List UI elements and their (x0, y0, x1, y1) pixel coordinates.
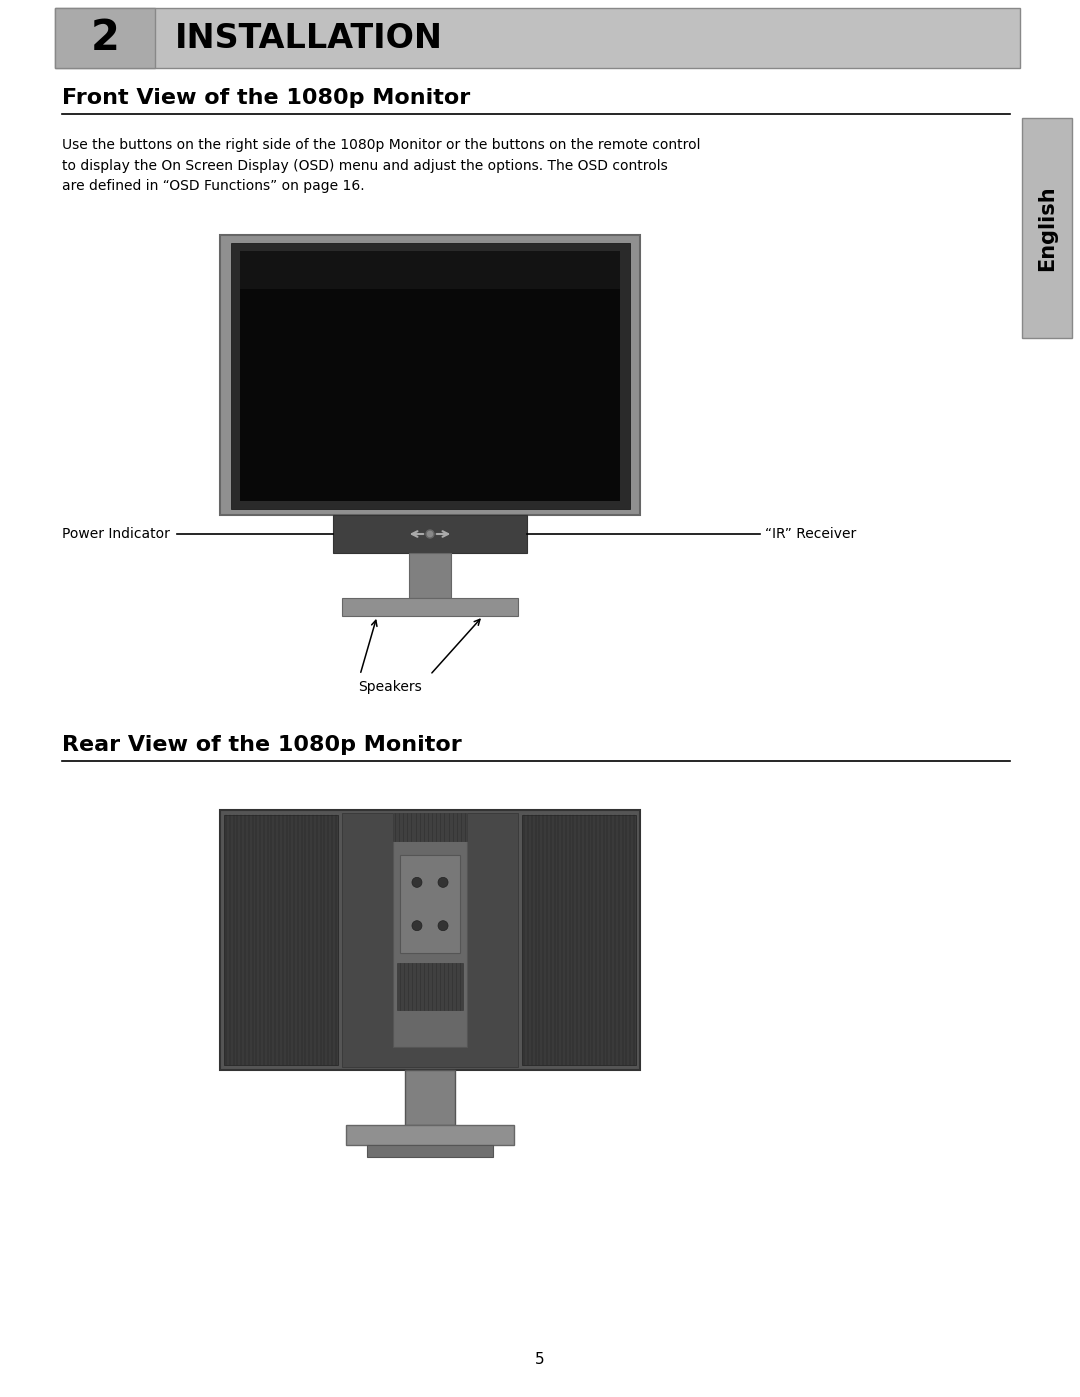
Bar (55, 8, 156, 68)
Bar (409, 553, 451, 598)
Bar (225, 816, 338, 1065)
Text: Rear View of the 1080p Monitor: Rear View of the 1080p Monitor (62, 735, 462, 754)
Bar (367, 1146, 492, 1157)
Bar (241, 251, 620, 289)
Bar (396, 963, 463, 1010)
Circle shape (438, 877, 448, 887)
Bar (393, 813, 467, 1046)
Text: “IR” Receiver: “IR” Receiver (765, 527, 856, 541)
Bar (341, 598, 518, 616)
Text: Front View of the 1080p Monitor: Front View of the 1080p Monitor (62, 88, 470, 108)
Text: Speakers: Speakers (359, 680, 422, 694)
Text: Use the buttons on the right side of the 1080p Monitor or the buttons on the rem: Use the buttons on the right side of the… (62, 138, 701, 193)
Circle shape (438, 921, 448, 930)
Circle shape (411, 877, 422, 887)
Text: English: English (1037, 186, 1057, 271)
Text: 5: 5 (536, 1352, 544, 1368)
Text: INSTALLATION: INSTALLATION (175, 21, 443, 54)
Text: 2: 2 (91, 17, 120, 59)
Bar (346, 1125, 514, 1146)
Bar (220, 235, 640, 515)
Circle shape (426, 529, 434, 538)
Bar (401, 855, 460, 953)
Bar (220, 810, 640, 1070)
Circle shape (411, 921, 422, 930)
Bar (341, 813, 518, 1067)
Text: Power Indicator: Power Indicator (62, 527, 170, 541)
Bar (241, 251, 620, 502)
Bar (393, 813, 467, 841)
Bar (405, 1070, 455, 1125)
Bar (523, 816, 636, 1065)
Bar (230, 243, 630, 510)
Bar (1022, 117, 1072, 338)
Bar (55, 8, 1020, 68)
Bar (334, 515, 527, 553)
